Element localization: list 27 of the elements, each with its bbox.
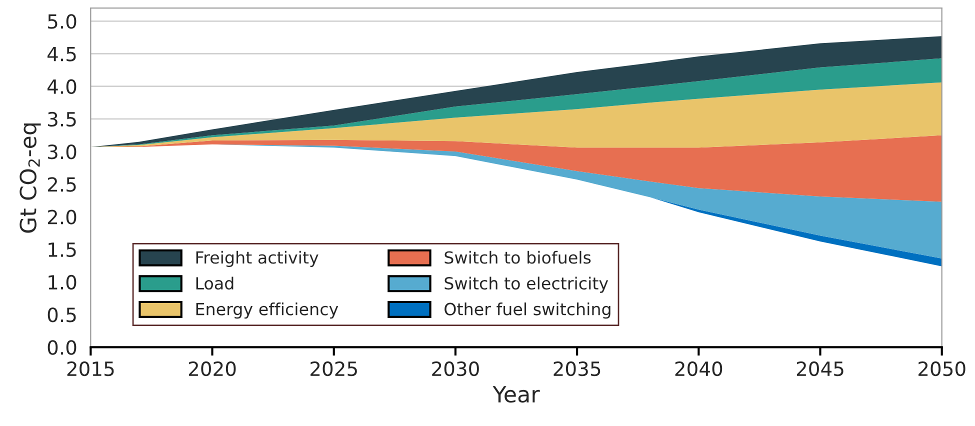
x-tick-label: 2015	[67, 361, 114, 376]
y-tick-label: 2.5	[48, 177, 76, 192]
y-tick-label: 2.0	[48, 210, 76, 224]
legend-label: Load	[196, 276, 234, 290]
y-tick-label: 5.0	[48, 14, 76, 29]
x-tick-label: 2025	[310, 361, 357, 376]
y-tick-label: 3.5	[48, 112, 76, 127]
y-tick-label: 1.0	[48, 274, 76, 290]
x-tick-label: 2045	[796, 361, 844, 376]
x-axis-title: Year	[492, 386, 540, 403]
legend-label: Energy efficiency	[196, 302, 338, 319]
y-tick-label: 3.0	[48, 144, 76, 160]
y-tick-label: 4.0	[48, 79, 76, 94]
legend-label: Freight activity	[196, 250, 318, 268]
y-tick-label: 4.5	[48, 46, 76, 62]
legend-label: Switch to biofuels	[444, 250, 591, 264]
y-tick-label: 0.0	[48, 340, 76, 355]
x-tick-label: 2035	[554, 361, 600, 376]
y-axis-title: Gt CO$_{2}$-eq	[20, 123, 41, 233]
x-tick-label: 2040	[675, 361, 722, 376]
legend-label: Other fuel switching	[444, 302, 610, 319]
y-tick-label: 0.5	[48, 308, 76, 322]
y-tick-label: 1.5	[48, 242, 76, 258]
x-tick-label: 2030	[432, 361, 479, 376]
x-tick-label: 2020	[188, 361, 236, 376]
x-tick-label: 2050	[918, 361, 966, 376]
legend-label: Switch to electricity	[444, 276, 608, 293]
